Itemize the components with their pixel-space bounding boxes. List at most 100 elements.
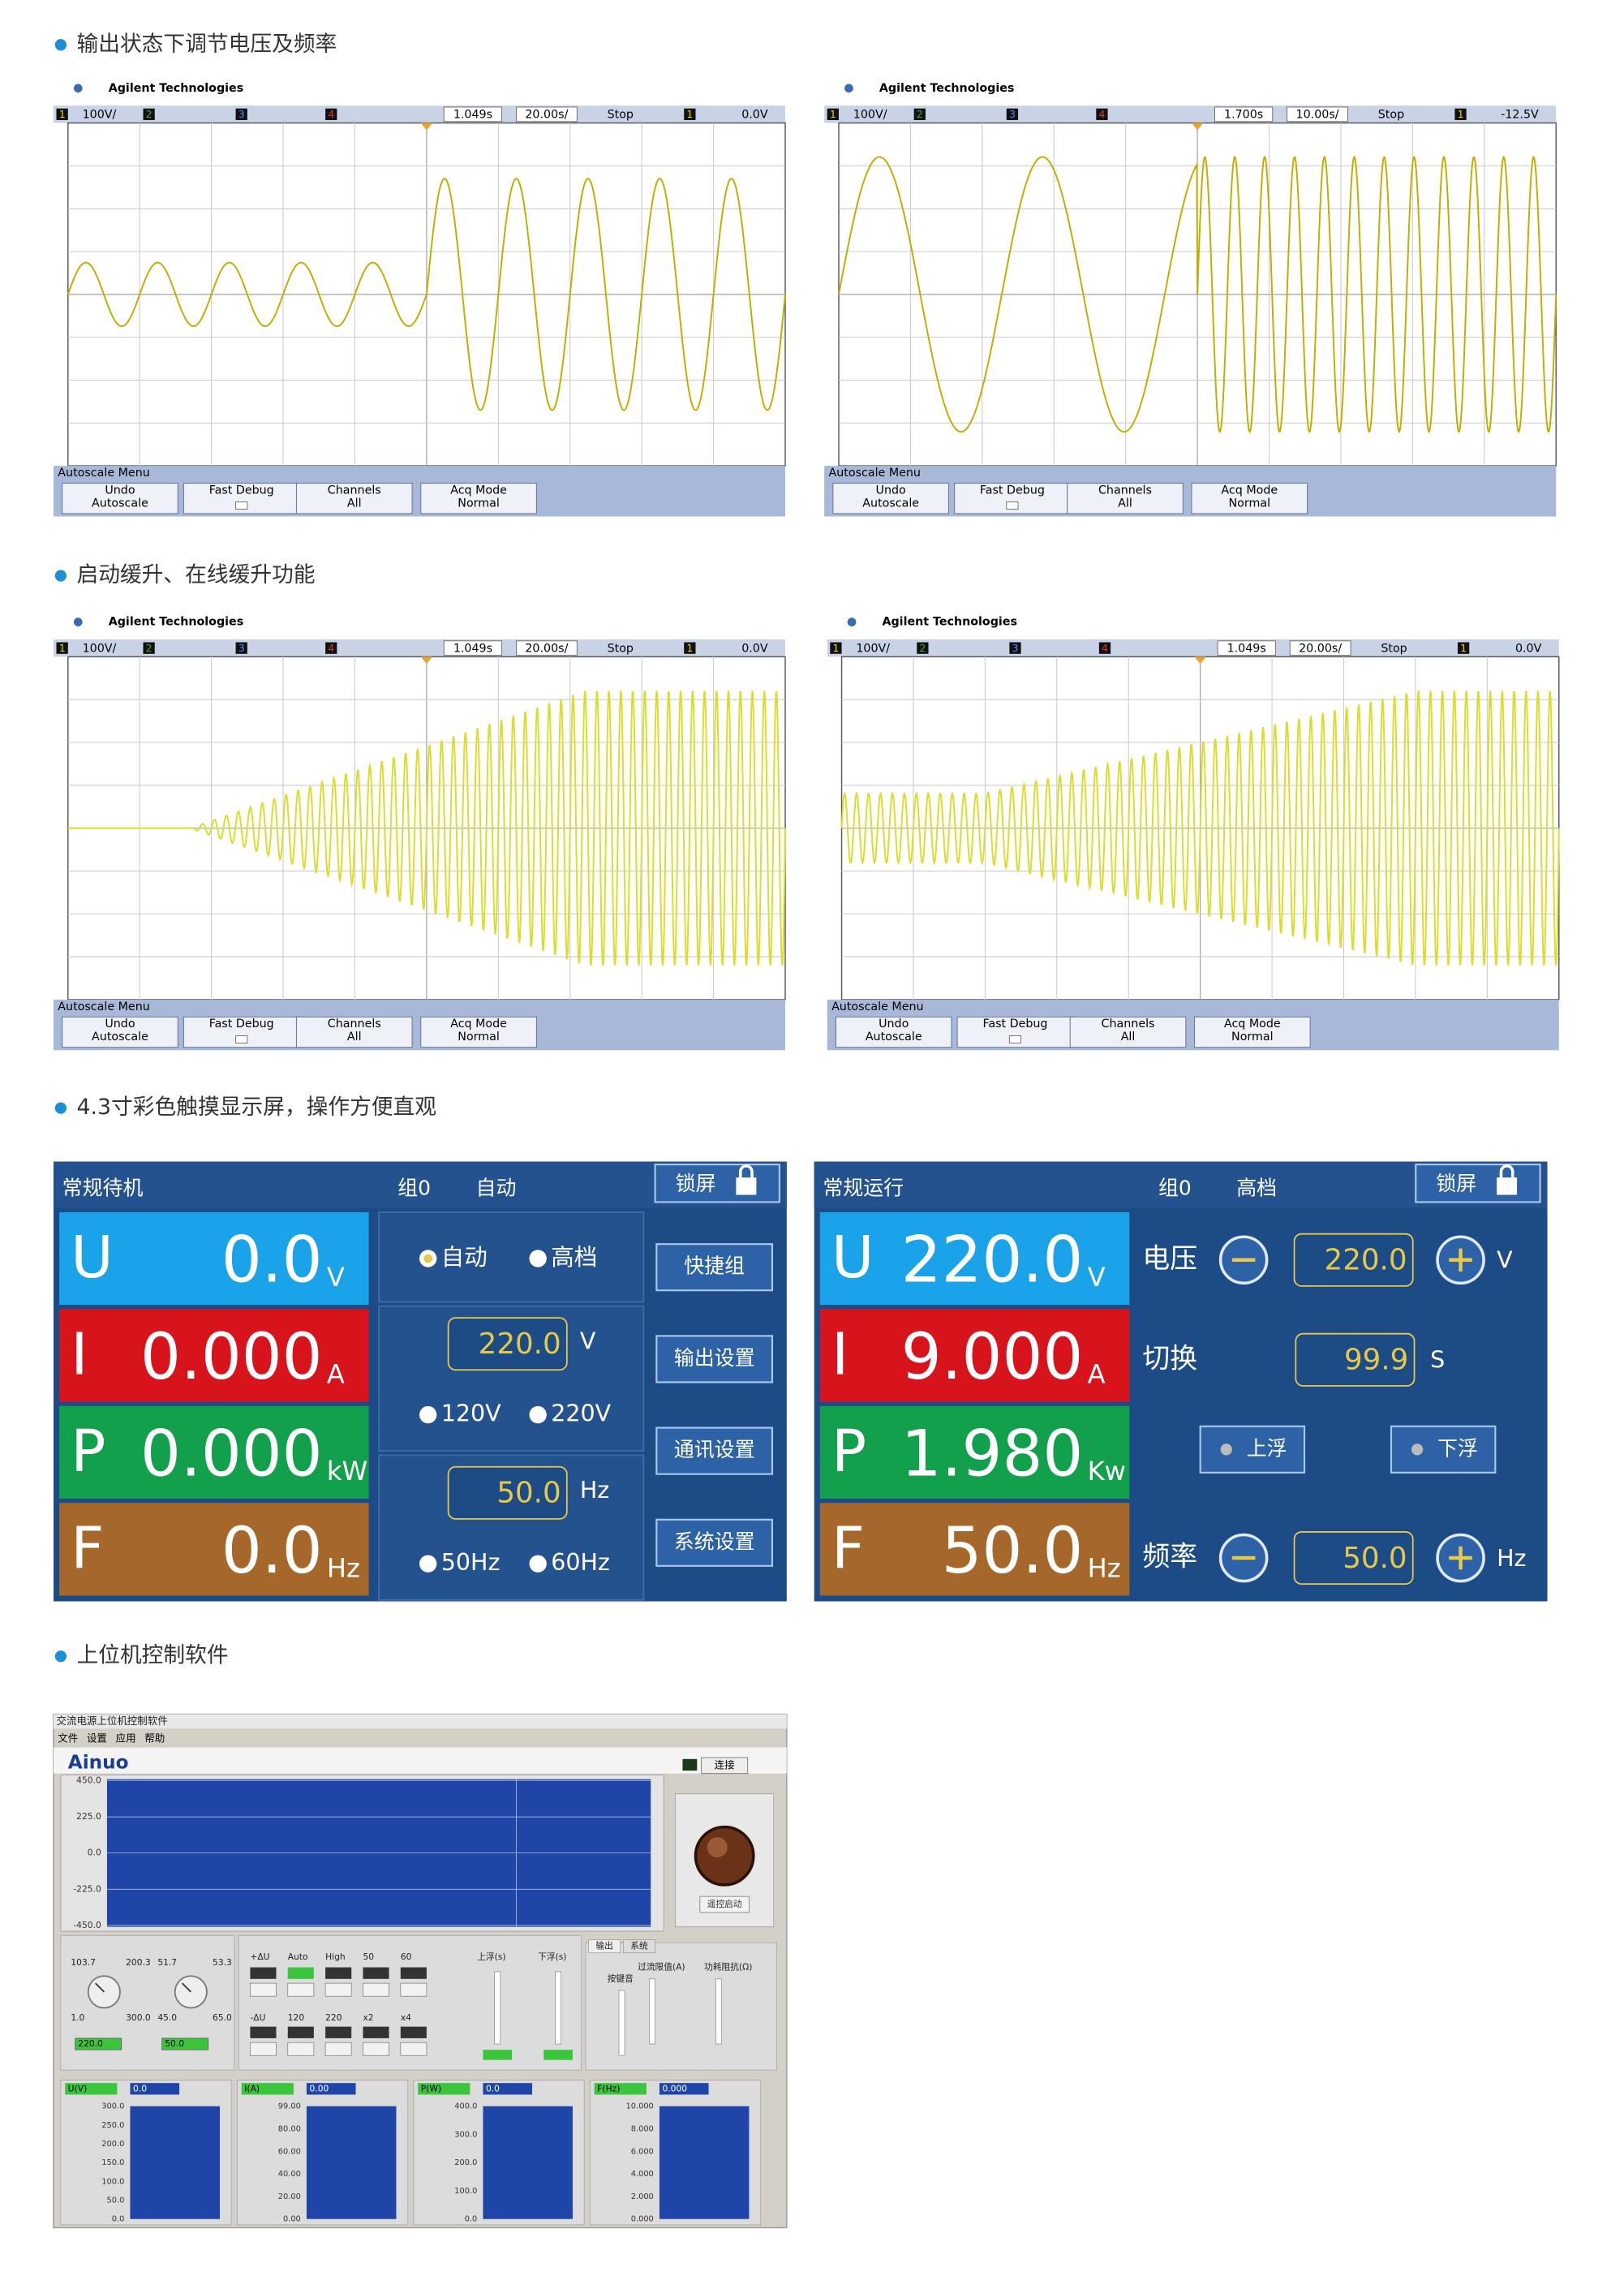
value-box xyxy=(1293,1233,1414,1287)
trigger-marker xyxy=(1191,123,1204,131)
tab-label: 系统 xyxy=(630,1941,648,1951)
reading-unit: A xyxy=(1088,1358,1106,1389)
reading-row xyxy=(59,1503,369,1596)
switch-button xyxy=(324,1982,352,1997)
softkey-indicator xyxy=(235,501,248,510)
connection-led xyxy=(682,1758,698,1771)
trigger-level: 0.0V xyxy=(1515,643,1542,656)
meter-tick: 200.0 xyxy=(101,2140,124,2149)
title-bar xyxy=(53,1714,787,1729)
channel-number: 2 xyxy=(146,108,153,120)
setting-value: 50.0 xyxy=(496,1477,561,1510)
switch-button xyxy=(400,2042,427,2056)
delay: 1.049s xyxy=(453,643,492,656)
channel-box xyxy=(1006,108,1019,120)
tab-panel xyxy=(585,1942,777,2071)
reading-unit: V xyxy=(1088,1262,1106,1293)
meter-tick: 40.00 xyxy=(278,2170,301,2179)
radio xyxy=(529,1555,547,1573)
section-heading: 启动缓升、在线缓升功能 xyxy=(76,562,315,587)
limit-label: 按键音 xyxy=(608,1973,634,1984)
meter-tick: 80.00 xyxy=(278,2124,301,2133)
channel-number: 3 xyxy=(1012,642,1019,654)
waveform xyxy=(840,691,1560,966)
softkey-indicator xyxy=(235,1035,248,1043)
channel-box xyxy=(827,108,839,120)
limit-slider xyxy=(715,1978,722,2045)
switch-button xyxy=(400,1982,427,1997)
switch-label: 60 xyxy=(401,1951,412,1962)
menu-title: Autoscale Menu xyxy=(58,1000,149,1013)
switch-label: 220 xyxy=(325,2012,342,2023)
control-value: 99.9 xyxy=(1344,1344,1408,1377)
waveform xyxy=(838,155,1557,433)
limit-slider xyxy=(649,1978,655,2045)
meter-tick: 100.0 xyxy=(454,2187,477,2196)
trigger-level: 0.0V xyxy=(741,109,768,122)
plot-tick-label: 450.0 xyxy=(76,1775,101,1786)
meter-tick: 50.0 xyxy=(106,2197,124,2205)
knob-label: 103.7 xyxy=(71,1957,96,1968)
radio-label: 自动 xyxy=(441,1244,488,1271)
switch xyxy=(363,2026,389,2038)
knob-label: 65.0 xyxy=(213,2012,232,2023)
meter-name: F(Hz) xyxy=(597,2083,620,2093)
menu-item: 帮助 xyxy=(144,1732,165,1744)
meter-tick: 200.0 xyxy=(454,2158,477,2167)
switch xyxy=(363,1967,389,1979)
slider-label: 下浮(s) xyxy=(538,1951,566,1962)
meter-tick: 0.00 xyxy=(283,2215,301,2224)
switch xyxy=(400,1967,427,1979)
agilent-logo xyxy=(847,617,857,626)
setting-panel xyxy=(378,1305,645,1452)
timebase-box xyxy=(1287,106,1348,123)
menu-label: 输出设置 xyxy=(674,1346,755,1370)
timebase: 10.00s/ xyxy=(1296,109,1339,122)
channel-number: 4 xyxy=(1098,108,1105,120)
menu-button xyxy=(655,1426,774,1475)
meter-name-box xyxy=(65,2083,118,2095)
reading-row xyxy=(59,1405,369,1499)
reading-value: 220.0 xyxy=(901,1224,1084,1297)
switch xyxy=(287,1967,314,1979)
channel-box xyxy=(1096,108,1108,120)
knob-value: 220.0 xyxy=(78,2038,103,2049)
waveform xyxy=(67,691,786,966)
reading-unit: Kw xyxy=(1088,1456,1126,1487)
delay: 1.049s xyxy=(1227,643,1266,656)
channel-box xyxy=(235,642,247,654)
radio xyxy=(419,1555,437,1573)
setting-unit: V xyxy=(580,1327,596,1354)
agilent-logo xyxy=(73,84,83,93)
channel-box xyxy=(830,642,842,654)
reading-row xyxy=(819,1405,1130,1499)
softkey-label: Fast Debug xyxy=(982,1018,1047,1031)
softkey xyxy=(1069,1016,1187,1048)
meter-tick: 0.0 xyxy=(465,2215,478,2224)
menu-title: Autoscale Menu xyxy=(58,467,149,480)
channel-number: 1 xyxy=(59,642,66,654)
radio-label: 高档 xyxy=(551,1244,597,1271)
agilent-logo xyxy=(844,84,853,93)
slider-display xyxy=(543,2050,573,2060)
channel-box xyxy=(56,642,68,654)
meter-tick: 250.0 xyxy=(101,2121,124,2130)
softkey-label: Autoscale xyxy=(862,497,919,510)
setting-panel xyxy=(378,1211,645,1303)
value-box xyxy=(1293,1531,1414,1586)
softkey-label: Undo xyxy=(105,1018,135,1031)
meter-value-box xyxy=(306,2083,356,2095)
softkey-label: All xyxy=(347,1031,362,1043)
switch-button xyxy=(287,2042,315,2056)
softkey xyxy=(62,482,178,514)
softkey-label: Normal xyxy=(1231,1031,1274,1043)
channel-box xyxy=(917,642,929,654)
bullet xyxy=(54,1650,67,1663)
channel-box xyxy=(1009,642,1021,654)
reading-row xyxy=(819,1211,1130,1306)
meter-tick: 300.0 xyxy=(101,2102,124,2111)
reading-value: 0.000 xyxy=(140,1320,323,1394)
bullet xyxy=(54,1102,67,1114)
waveform xyxy=(67,178,786,411)
switch-button xyxy=(287,1982,315,1997)
